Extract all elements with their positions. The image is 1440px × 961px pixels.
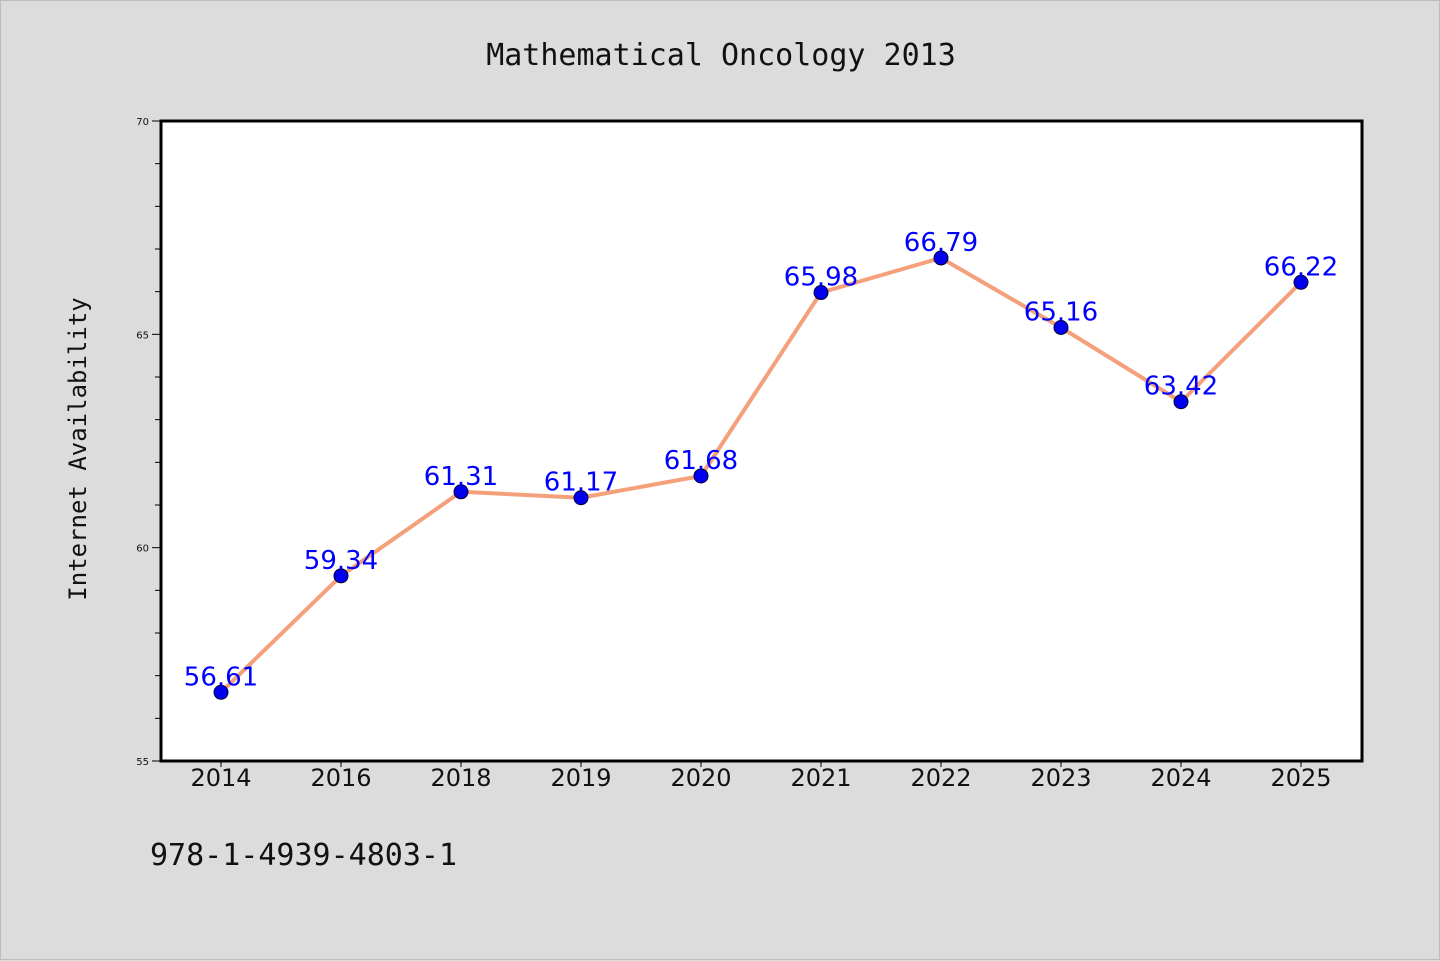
x-tick-label: 2020 bbox=[670, 764, 731, 792]
data-labels: 56.61 59.34 61.31 61.17 61.68 65.98 66.79 65.16… bbox=[184, 228, 1338, 692]
plot-area bbox=[159, 119, 1364, 763]
data-label: 66.79 bbox=[904, 228, 978, 258]
data-point bbox=[1293, 274, 1309, 290]
data-point bbox=[1053, 320, 1069, 336]
data-label: 63.42 bbox=[1144, 372, 1218, 402]
x-tick-label: 2023 bbox=[1030, 764, 1091, 792]
footer-isbn: 978-1-4939-4803-1 bbox=[150, 838, 457, 873]
series-line bbox=[219, 255, 1303, 694]
data-label: 61.17 bbox=[544, 468, 618, 498]
y-tick-label: 65 bbox=[136, 330, 149, 341]
data-label: 56.61 bbox=[184, 662, 258, 692]
data-point bbox=[813, 285, 829, 301]
data-label: 61.31 bbox=[424, 462, 498, 492]
x-tick-label: 2024 bbox=[1150, 764, 1211, 792]
data-label: 61.68 bbox=[664, 446, 738, 476]
y-tick-label: 60 bbox=[136, 544, 149, 555]
data-point bbox=[213, 684, 229, 700]
data-point bbox=[333, 568, 349, 584]
data-point bbox=[693, 468, 709, 484]
x-tick-label: 2016 bbox=[310, 764, 371, 792]
data-point bbox=[1173, 394, 1189, 410]
x-tick-label: 2014 bbox=[190, 764, 251, 792]
chart-title: Mathematical Oncology 2013 bbox=[486, 38, 956, 73]
y-tick-label: 55 bbox=[136, 757, 149, 768]
data-label: 65.98 bbox=[784, 263, 858, 293]
x-tick-label: 2025 bbox=[1270, 764, 1331, 792]
y-axis: 55 60 65 70 bbox=[136, 117, 161, 768]
y-axis-label: Internet Availability bbox=[64, 297, 92, 600]
data-label: 66.22 bbox=[1264, 252, 1338, 282]
x-tick-label: 2022 bbox=[910, 764, 971, 792]
x-tick-label: 2019 bbox=[550, 764, 611, 792]
series-polyline bbox=[219, 255, 1303, 694]
data-point bbox=[453, 484, 469, 500]
x-axis: 2014 2016 2018 2019 2020 2021 2022 2023 2024 2025 bbox=[190, 761, 1332, 792]
series-markers bbox=[213, 250, 1309, 700]
data-label: 65.16 bbox=[1024, 298, 1098, 328]
data-point bbox=[933, 250, 949, 266]
y-tick-label: 70 bbox=[136, 117, 149, 128]
data-point bbox=[573, 490, 589, 506]
x-tick-label: 2018 bbox=[430, 764, 491, 792]
data-label: 59.34 bbox=[304, 546, 378, 576]
x-tick-label: 2021 bbox=[790, 764, 851, 792]
